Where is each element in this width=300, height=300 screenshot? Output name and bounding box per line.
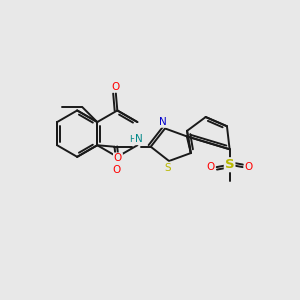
- Text: O: O: [244, 161, 253, 172]
- Text: O: O: [112, 82, 120, 92]
- Text: O: O: [206, 161, 215, 172]
- Text: S: S: [225, 158, 234, 171]
- Text: N: N: [135, 134, 143, 144]
- Text: H: H: [130, 135, 136, 144]
- Text: O: O: [114, 153, 122, 163]
- Text: S: S: [164, 163, 171, 172]
- Text: N: N: [159, 117, 167, 127]
- Text: O: O: [112, 165, 120, 175]
